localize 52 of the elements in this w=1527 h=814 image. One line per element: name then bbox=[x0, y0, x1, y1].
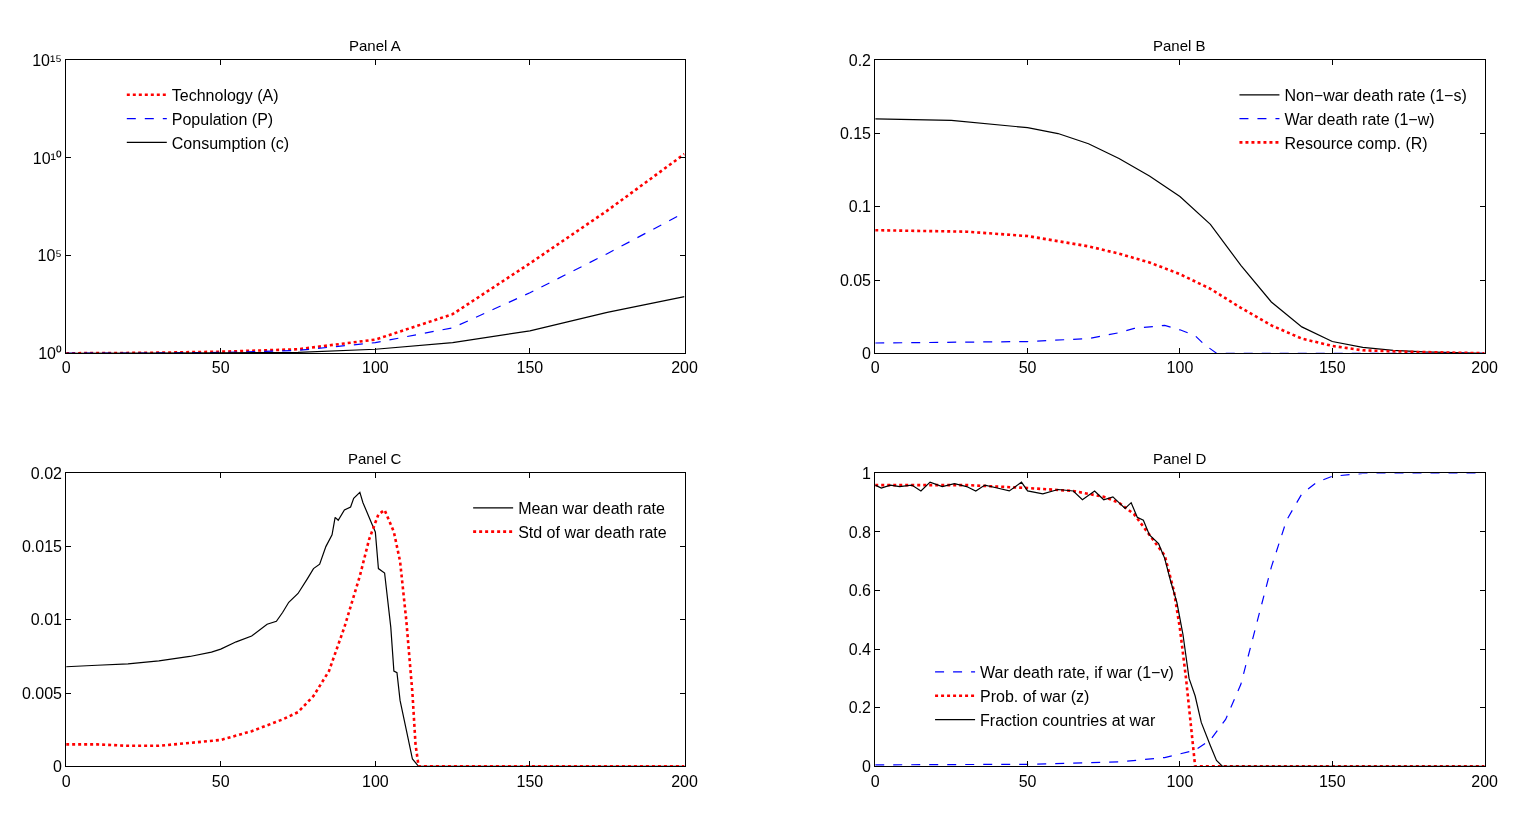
y-tick-label: 0.2 bbox=[848, 699, 872, 717]
chart-title: Panel C bbox=[348, 450, 402, 467]
x-tick-label: 200 bbox=[671, 359, 698, 377]
y-tick-label: 0.15 bbox=[839, 125, 872, 143]
x-tick-label: 50 bbox=[1018, 772, 1037, 790]
y-tick-label: 10¹⁵ bbox=[32, 51, 62, 69]
x-tick-label: 150 bbox=[1318, 772, 1346, 790]
x-tick-label: 100 bbox=[1166, 359, 1194, 377]
y-tick-label: 10¹⁰ bbox=[32, 149, 62, 167]
line-series bbox=[875, 228, 1485, 354]
legend-label: Technology (A) bbox=[171, 87, 279, 105]
y-tick-label: 0.6 bbox=[848, 582, 872, 600]
x-tick-label: 150 bbox=[516, 772, 544, 790]
legend-label: War death rate (1−w) bbox=[1284, 110, 1435, 128]
y-tick-label: 0.4 bbox=[848, 640, 872, 658]
y-tick-label: 1 bbox=[862, 464, 872, 482]
legend-label: Std of war death rate bbox=[518, 523, 667, 541]
x-tick-label: 150 bbox=[516, 359, 544, 377]
y-tick-label: 0.8 bbox=[848, 523, 872, 541]
y-tick-label: 0.01 bbox=[30, 611, 63, 629]
legend-label: Non−war death rate (1−s) bbox=[1284, 87, 1467, 105]
y-tick-label: 0.005 bbox=[21, 684, 63, 702]
y-tick-label: 0.015 bbox=[21, 538, 63, 556]
x-tick-label: 100 bbox=[361, 359, 389, 377]
x-tick-label: 50 bbox=[211, 359, 230, 377]
chart-title: Panel A bbox=[349, 37, 401, 54]
x-tick-label: 50 bbox=[1018, 359, 1037, 377]
x-tick-label: 50 bbox=[211, 772, 230, 790]
legend-label: War death rate, if war (1−v) bbox=[980, 664, 1174, 682]
x-tick-label: 200 bbox=[1471, 772, 1499, 790]
legend-label: Mean war death rate bbox=[518, 500, 665, 518]
y-tick-label: 0.02 bbox=[30, 464, 63, 482]
y-tick-label: 0 bbox=[862, 344, 872, 362]
legend-label: Population (P) bbox=[171, 110, 274, 128]
chart-title: Panel B bbox=[1153, 37, 1206, 54]
legend-label: Resource comp. (R) bbox=[1284, 134, 1428, 152]
x-tick-label: 100 bbox=[1166, 772, 1194, 790]
y-tick-label: 10⁵ bbox=[37, 247, 62, 265]
x-tick-label: 150 bbox=[1318, 359, 1346, 377]
legend-label: Prob. of war (z) bbox=[980, 687, 1090, 705]
y-tick-label: 10⁰ bbox=[38, 344, 62, 362]
x-tick-label: 100 bbox=[361, 772, 389, 790]
x-tick-label: 200 bbox=[671, 772, 698, 790]
y-tick-label: 0.2 bbox=[848, 51, 872, 69]
y-tick-label: 0 bbox=[862, 757, 872, 775]
y-tick-label: 0 bbox=[53, 757, 63, 775]
chart-title: Panel D bbox=[1153, 450, 1207, 467]
legend-label: Fraction countries at war bbox=[980, 711, 1156, 729]
y-tick-label: 0.05 bbox=[839, 271, 872, 289]
legend-label: Consumption (c) bbox=[171, 134, 290, 152]
x-tick-label: 200 bbox=[1471, 359, 1499, 377]
y-tick-label: 0.1 bbox=[848, 198, 872, 216]
